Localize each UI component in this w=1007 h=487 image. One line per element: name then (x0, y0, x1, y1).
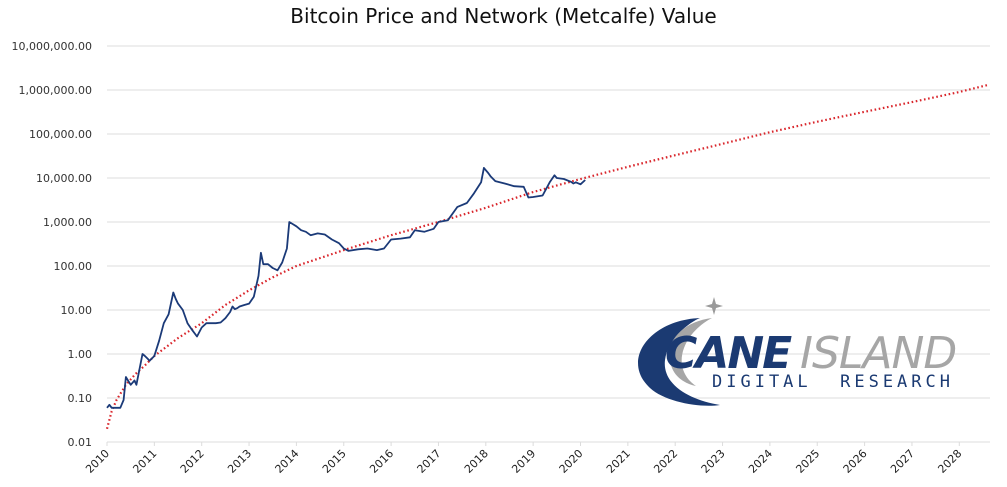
logo-swoosh-gray-icon (669, 318, 712, 386)
logo-subtitle: DIGITAL RESEARCH (712, 372, 954, 392)
cane-island-logo: CANE ISLAND DIGITAL RESEARCH (638, 297, 957, 406)
series-layer (105, 83, 988, 430)
series-line-bitcoin-price (106, 167, 586, 409)
series-line-metcalfe-value (105, 83, 988, 430)
x-tick-label: 2011 (130, 447, 159, 476)
y-tick-label: 0.10 (68, 392, 93, 405)
x-tick-label: 2024 (746, 447, 775, 476)
x-tick-label: 2023 (699, 447, 728, 476)
x-tick-label: 2013 (225, 447, 254, 476)
x-tick-label: 2025 (793, 447, 822, 476)
y-tick-label: 1,000.00 (43, 216, 92, 229)
y-tick-label: 1.00 (68, 348, 93, 361)
y-tick-label: 1,000,000.00 (19, 84, 92, 97)
x-tick-label: 2022 (651, 447, 680, 476)
x-tick-label: 2016 (367, 447, 396, 476)
x-tick-label: 2010 (83, 447, 112, 476)
gridlines (107, 45, 990, 443)
y-tick-label: 100.00 (54, 260, 93, 273)
x-tick-label: 2021 (604, 447, 633, 476)
y-tick-label: 10,000.00 (36, 172, 92, 185)
x-axis: 2010 2011 2012 2013 2014 2015 2016 2017 2018 2019… (83, 442, 964, 476)
x-tick-label: 2012 (178, 447, 207, 476)
y-axis-ticks: 10,000,000.00 1,000,000.00 100,000.00 10,00… (12, 40, 92, 449)
logo-star-icon (705, 297, 723, 315)
x-tick-label: 2019 (509, 447, 538, 476)
logo-swoosh-icon (638, 318, 720, 406)
logo-word-cane: CANE (665, 328, 792, 379)
x-tick-label: 2015 (320, 447, 349, 476)
x-tick-label: 2028 (935, 447, 964, 476)
chart-title: Bitcoin Price and Network (Metcalfe) Val… (290, 4, 717, 28)
y-tick-label: 0.01 (68, 436, 93, 449)
y-tick-label: 10.00 (61, 304, 93, 317)
x-tick-label: 2027 (888, 447, 917, 476)
y-tick-label: 10,000,000.00 (12, 40, 92, 53)
x-tick-label: 2014 (273, 447, 302, 476)
x-tick-label: 2026 (841, 447, 870, 476)
x-tick-label: 2020 (557, 447, 586, 476)
logo-word-island: ISLAND (800, 328, 956, 379)
y-tick-label: 100,000.00 (29, 128, 92, 141)
x-tick-label: 2018 (462, 447, 491, 476)
x-tick-label: 2017 (415, 447, 444, 476)
